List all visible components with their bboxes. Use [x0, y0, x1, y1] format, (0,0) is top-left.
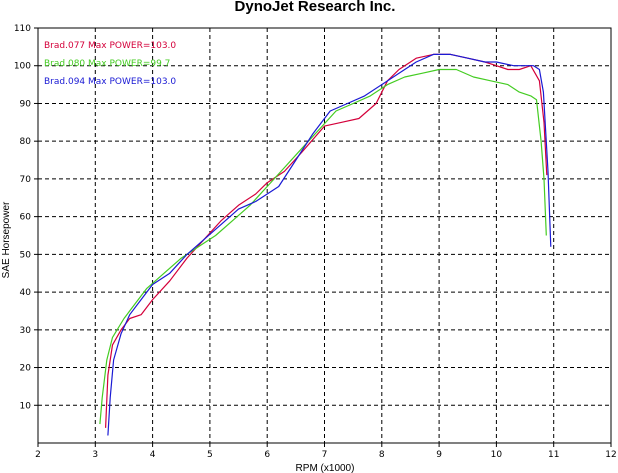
- y-tick-label: 20: [20, 364, 32, 374]
- axis-ticks: 2 3 4 5 6 7 8 9 10 11 12 10 20 30 40 50 60 70 80 90 100 110: [14, 24, 617, 460]
- y-tick-label: 40: [20, 288, 32, 298]
- series-line-1: [105, 53, 548, 428]
- x-tick-label: 5: [207, 450, 213, 460]
- series-lines: [99, 53, 552, 436]
- y-tick-label: 80: [20, 137, 32, 147]
- y-tick-label: 70: [20, 175, 32, 185]
- x-tick-label: 2: [35, 450, 41, 460]
- x-tick-label: 11: [548, 450, 559, 460]
- x-tick-label: 10: [491, 450, 503, 460]
- x-tick-label: 7: [322, 450, 328, 460]
- y-tick-label: 110: [14, 24, 31, 34]
- legend-entry-1: Brad.077 Max POWER=103.0: [44, 41, 176, 51]
- x-tick-label: 12: [605, 450, 616, 460]
- y-tick-label: 100: [14, 62, 31, 72]
- y-axis-label: SAE Horsepower: [1, 201, 12, 278]
- chart-title: DynoJet Research Inc.: [235, 0, 396, 15]
- legend-entry-2: Brad.080 Max POWER=99.7: [44, 59, 170, 69]
- y-tick-label: 50: [20, 250, 32, 260]
- x-axis-label: RPM (x1000): [296, 463, 355, 473]
- x-tick-label: 4: [150, 450, 156, 460]
- grid: [38, 28, 611, 443]
- legend-entry-3: Brad.094 Max POWER=103.0: [44, 77, 176, 87]
- x-tick-label: 6: [264, 450, 270, 460]
- y-tick-label: 30: [20, 326, 32, 336]
- legend: Brad.077 Max POWER=103.0 Brad.080 Max POW…: [44, 41, 176, 87]
- x-tick-label: 3: [92, 450, 98, 460]
- series-line-2: [99, 68, 547, 425]
- series-line-3: [107, 53, 552, 436]
- x-tick-label: 9: [436, 450, 442, 460]
- y-tick-label: 60: [20, 213, 32, 223]
- x-tick-label: 8: [379, 450, 385, 460]
- y-tick-label: 90: [20, 99, 32, 109]
- y-tick-label: 10: [20, 401, 32, 411]
